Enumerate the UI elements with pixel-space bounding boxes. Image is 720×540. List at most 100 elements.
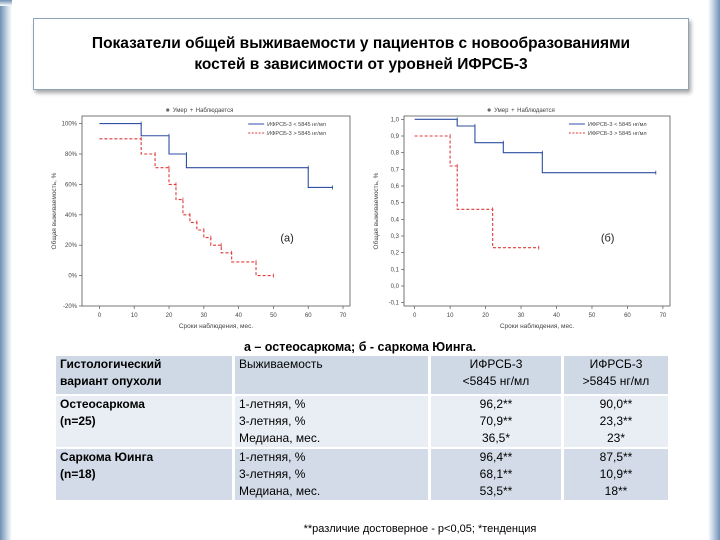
- y-tick-label: 0,8: [391, 151, 400, 157]
- table-row: 3-летняя, % 70,9** 23,3**: [56, 413, 668, 430]
- x-tick-label: 40: [553, 313, 560, 319]
- y-tick-label: 0,4: [391, 217, 400, 223]
- x-tick-label: 50: [270, 313, 277, 319]
- y-tick-label: 0,5: [391, 201, 400, 207]
- metric-cell: 3-летняя, %: [233, 413, 431, 430]
- x-tick-label: 70: [340, 313, 347, 319]
- group-name: Остеосаркома: [60, 397, 145, 411]
- x-tick-label: 0: [413, 313, 417, 319]
- low-cell: 96,2**: [429, 396, 564, 413]
- y-tick-label: 0,3: [391, 234, 400, 240]
- plot-area: [81, 115, 351, 307]
- low-cell: 36,5*: [429, 430, 564, 447]
- x-tick-label: 20: [166, 313, 173, 319]
- x-tick-label: 60: [305, 313, 312, 319]
- x-tick-label: 10: [447, 313, 454, 319]
- x-axis-label: Сроки наблюдения, мес.: [500, 322, 574, 330]
- y-tick-label: 0,9: [391, 134, 400, 140]
- high-cell: 23*: [562, 430, 668, 447]
- x-tick-label: 70: [660, 313, 667, 319]
- high-cell: 18**: [562, 483, 668, 500]
- chart-panel-b: 0 10 20 30 40 50 60 70 1,0 0,9 0,8 0,7 0,6 0,5 0,4 0,3 0…: [368, 100, 680, 336]
- slide-right-border: [708, 0, 720, 540]
- header-histology-line1: Гистологический: [60, 357, 162, 371]
- legend-died-marker: [166, 108, 170, 112]
- y-axis-label: Общая выживаемость, %: [50, 172, 58, 249]
- metric-cell: 1-летняя, %: [233, 396, 431, 413]
- y-tick-label: 0%: [68, 274, 77, 280]
- survival-curve: [414, 118, 656, 174]
- legend-died-label: Умер: [494, 108, 509, 114]
- chart-panel-a: 0 10 20 30 40 50 60 70 100% 80% 60% 40% 20% 0% -20% Сро…: [42, 100, 360, 336]
- survival-table: Гистологический вариант опухоли Выживаем…: [56, 356, 668, 500]
- panel-label: (а): [280, 232, 293, 244]
- slide-top-border: [0, 0, 12, 6]
- header-low-line1: ИФРСБ-3: [469, 357, 523, 371]
- title-line-1: Показатели общей выживаемости у пациенто…: [91, 35, 631, 52]
- y-tick-label: 0,1: [391, 267, 400, 273]
- group-cell-ewing: Саркома Юинга (n=18): [56, 449, 235, 500]
- plot-area: [403, 115, 671, 307]
- slide-title: Показатели общей выживаемости у пациенто…: [33, 18, 689, 90]
- legend-observed-marker: +: [511, 108, 515, 114]
- low-cell: 70,9**: [429, 413, 564, 430]
- metric-cell: 1-летняя, %: [233, 449, 431, 466]
- y-tick-label: 60%: [65, 182, 78, 188]
- header-low-level: ИФРСБ-3 <5845 нг/мл: [429, 356, 564, 394]
- y-tick-label: 0,7: [391, 167, 400, 173]
- x-tick-label: 60: [624, 313, 631, 319]
- x-tick-label: 30: [200, 313, 207, 319]
- header-high-level: ИФРСБ-3 >5845 нг/мл: [562, 356, 668, 394]
- y-tick-label: -20%: [63, 304, 78, 310]
- legend-series-label: ИФРСБ-3 > 5845 нг/мл: [588, 131, 647, 137]
- x-tick-label: 20: [482, 313, 489, 319]
- legend-observed-label: Наблюдается: [517, 108, 555, 114]
- header-high-line1: ИФРСБ-3: [589, 357, 643, 371]
- y-tick-label: 0,6: [391, 184, 400, 190]
- high-cell: 23,3**: [562, 413, 668, 430]
- metric-cell: 3-летняя, %: [233, 466, 431, 483]
- table-row: Медиана, мес. 36,5* 23*: [56, 430, 668, 447]
- header-histology-line2: вариант опухоли: [60, 374, 162, 388]
- survival-curve: [414, 135, 539, 249]
- title-line-2: костей в зависимости от уровней ИФРСБ-3: [194, 56, 528, 73]
- y-tick-label: 40%: [65, 213, 78, 219]
- legend-observed-label: Наблюдается: [196, 108, 234, 114]
- slide-left-border: [0, 0, 12, 540]
- header-high-line2: >5845 нг/мл: [582, 374, 650, 388]
- table-row: Саркома Юинга (n=18) 1-летняя, % 96,4** …: [56, 449, 668, 500]
- x-tick-label: 30: [518, 313, 525, 319]
- y-axis-label: Общая выживаемость, %: [372, 172, 380, 249]
- high-cell: 90,0**: [562, 396, 668, 413]
- group-name: Саркома Юинга: [60, 450, 154, 464]
- x-tick-label: 10: [131, 313, 138, 319]
- header-survival: Выживаемость: [233, 356, 431, 394]
- survival-figure: 0 10 20 30 40 50 60 70 100% 80% 60% 40% 20% 0% -20% Сро…: [42, 100, 680, 336]
- header-histology: Гистологический вариант опухоли: [56, 356, 235, 394]
- panel-label: (б): [601, 232, 615, 244]
- figure-caption: а – остеосаркома; б - саркома Юинга.: [243, 340, 477, 354]
- y-tick-label: 100%: [62, 122, 78, 128]
- metric-cell: Медиана, мес.: [233, 483, 431, 500]
- legend-series-label: ИФРСБ-3 < 5845 нг/мл: [588, 122, 647, 128]
- low-cell: 96,4**: [429, 449, 564, 466]
- group-n: (n=18): [60, 467, 96, 481]
- y-tick-label: -0,1: [389, 301, 400, 307]
- table-row: 3-летняя, % 68,1** 10,9**: [56, 466, 668, 483]
- x-tick-label: 40: [235, 313, 242, 319]
- group-n: (n=25): [60, 414, 96, 428]
- x-tick-label: 50: [589, 313, 596, 319]
- header-low-line2: <5845 нг/мл: [462, 374, 530, 388]
- legend-observed-marker: +: [190, 108, 194, 114]
- high-cell: 10,9**: [562, 466, 668, 483]
- legend-series-label: ИФРСБ-3 > 5845 нг/мл: [267, 131, 326, 137]
- table-row: Остеосаркома (n=25) 1-летняя, % 96,2** 9…: [56, 396, 668, 447]
- chart-b-svg: 0 10 20 30 40 50 60 70 1,0 0,9 0,8 0,7 0,6 0,5 0,4 0,3 0…: [372, 108, 671, 330]
- y-tick-label: 20%: [65, 243, 78, 249]
- footnote: **различие достоверное - p<0,05; *тенден…: [303, 523, 537, 535]
- low-cell: 53,5**: [429, 483, 564, 500]
- group-cell-osteosarcoma: Остеосаркома (n=25): [56, 396, 235, 447]
- y-tick-label: 1,0: [391, 117, 400, 123]
- legend-series-label: ИФРСБ-3 < 5845 нг/мл: [267, 122, 326, 128]
- survival-curve: [99, 123, 333, 188]
